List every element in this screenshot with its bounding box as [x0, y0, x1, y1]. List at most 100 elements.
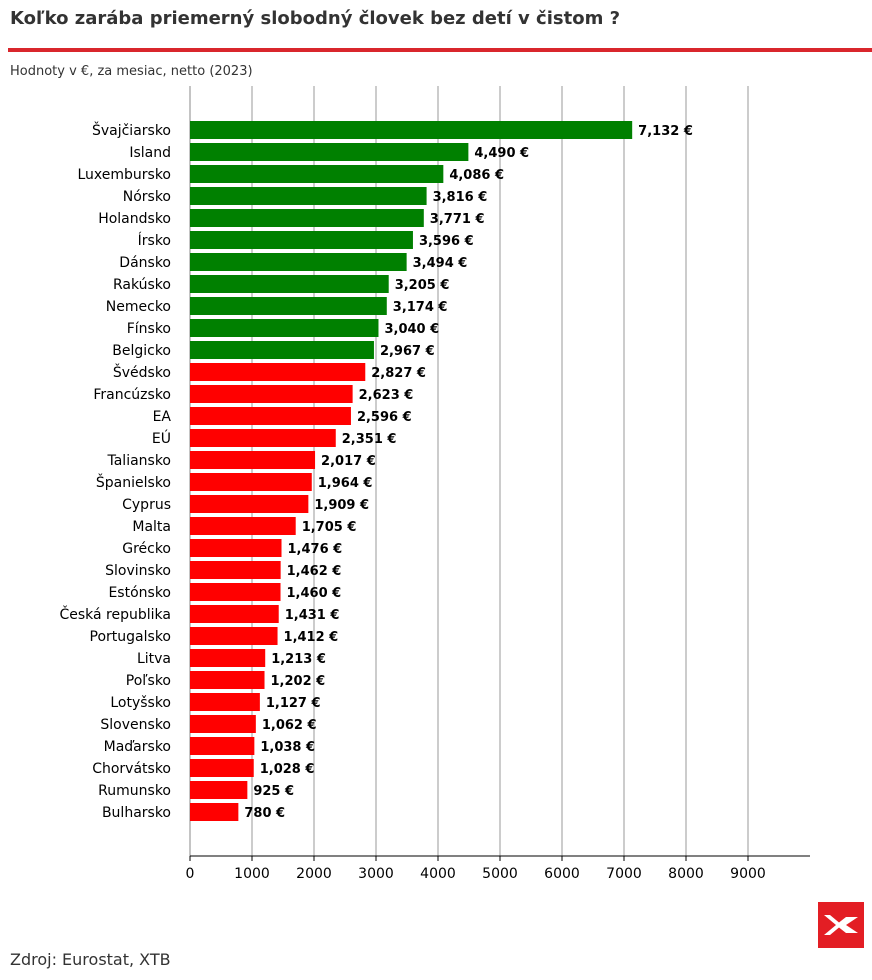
- x-tick-label: 1000: [234, 866, 270, 882]
- bar: [190, 495, 309, 513]
- category-label: Bulharsko: [102, 805, 171, 821]
- x-tick-label: 6000: [544, 866, 580, 882]
- bar: [190, 165, 444, 183]
- data-label: 1,213 €: [271, 652, 326, 667]
- x-tick-label: 5000: [482, 866, 518, 882]
- category-label: Grécko: [122, 541, 171, 557]
- data-label: 2,827 €: [371, 366, 426, 381]
- bar: [190, 297, 387, 315]
- bar: [190, 583, 281, 601]
- data-label: 3,494 €: [413, 256, 468, 271]
- category-label: Poľsko: [126, 673, 171, 689]
- data-label: 1,460 €: [287, 586, 342, 601]
- data-label: 1,028 €: [260, 762, 315, 777]
- data-label: 1,476 €: [288, 542, 343, 557]
- category-label: Lotyšsko: [110, 695, 171, 711]
- category-label: Portugalsko: [90, 629, 171, 645]
- x-tick-label: 4000: [420, 866, 456, 882]
- category-label: Luxembursko: [77, 167, 171, 183]
- data-label: 3,040 €: [384, 322, 439, 337]
- data-label: 3,174 €: [393, 300, 448, 315]
- category-label: Rakúsko: [113, 277, 171, 293]
- category-label: Slovinsko: [105, 563, 171, 579]
- bar: [190, 187, 427, 205]
- bar: [190, 143, 469, 161]
- data-label: 1,431 €: [285, 608, 340, 623]
- category-label: Malta: [132, 519, 171, 535]
- bar: [190, 473, 312, 491]
- data-label: 2,017 €: [321, 454, 376, 469]
- category-label: Švajčiarsko: [92, 121, 171, 139]
- bar: [190, 737, 255, 755]
- bar: [190, 671, 265, 689]
- bar: [190, 561, 281, 579]
- bar-chart: 0 1000 2000 3000 4000 5000 6000 7000 8000 9000 Šva…: [59, 86, 810, 882]
- category-label: Holandsko: [98, 211, 171, 227]
- data-label: 3,205 €: [395, 278, 450, 293]
- xtb-logo-icon: [818, 902, 864, 948]
- x-tick-label: 9000: [730, 866, 766, 882]
- chart-subtitle: Hodnoty v €, za mesiac, netto (2023): [10, 64, 253, 79]
- category-label: Maďarsko: [104, 739, 171, 755]
- bar: [190, 517, 296, 535]
- bar: [190, 341, 374, 359]
- data-label: 3,771 €: [430, 212, 485, 227]
- bar: [190, 429, 336, 447]
- bar: [190, 121, 633, 139]
- category-label: Estónsko: [108, 585, 171, 601]
- data-label: 4,490 €: [474, 146, 529, 161]
- bar: [190, 627, 278, 645]
- category-label: Litva: [137, 651, 171, 667]
- x-tick-label: 8000: [668, 866, 704, 882]
- data-label: 3,816 €: [433, 190, 488, 205]
- data-label: 1,964 €: [318, 476, 373, 491]
- data-label: 4,086 €: [449, 168, 504, 183]
- bar: [190, 539, 282, 557]
- data-label: 780 €: [244, 806, 285, 821]
- data-label: 1,412 €: [284, 630, 339, 645]
- category-label: Francúzsko: [93, 387, 171, 403]
- category-label: Island: [129, 145, 171, 161]
- data-label: 3,596 €: [419, 234, 474, 249]
- category-label: Fínsko: [127, 321, 171, 337]
- source-note: Zdroj: Eurostat, XTB: [10, 950, 171, 969]
- bar: [190, 407, 351, 425]
- bar: [190, 231, 413, 249]
- data-label: 2,967 €: [380, 344, 435, 359]
- x-tick-label: 3000: [358, 866, 394, 882]
- data-label: 925 €: [253, 784, 294, 799]
- category-label: Chorvátsko: [92, 761, 171, 777]
- data-label: 2,596 €: [357, 410, 412, 425]
- category-label: EÚ: [152, 429, 171, 447]
- bar: [190, 209, 424, 227]
- title-divider: [8, 48, 872, 52]
- category-label: Švédsko: [113, 363, 171, 381]
- category-label: Írsko: [138, 232, 171, 249]
- x-tick-label: 7000: [606, 866, 642, 882]
- category-label: Slovensko: [100, 717, 171, 733]
- bar: [190, 319, 379, 337]
- bar: [190, 715, 256, 733]
- data-label: 1,202 €: [271, 674, 326, 689]
- category-label: EA: [153, 409, 172, 425]
- bar: [190, 649, 266, 667]
- bar: [190, 253, 407, 271]
- data-label: 1,909 €: [314, 498, 369, 513]
- bar: [190, 781, 248, 799]
- category-label: Cyprus: [122, 497, 171, 513]
- data-label: 2,623 €: [359, 388, 414, 403]
- bar: [190, 451, 316, 469]
- category-label: Česká republika: [59, 605, 171, 623]
- data-label: 1,462 €: [287, 564, 342, 579]
- bar: [190, 803, 239, 821]
- category-label: Nórsko: [123, 189, 171, 205]
- category-label: Dánsko: [119, 255, 171, 271]
- bar: [190, 693, 260, 711]
- bar: [190, 605, 279, 623]
- bar: [190, 275, 389, 293]
- bar: [190, 363, 366, 381]
- bar: [190, 385, 353, 403]
- data-label: 1,038 €: [260, 740, 315, 755]
- data-label: 1,705 €: [302, 520, 357, 535]
- category-label: Španielsko: [96, 473, 171, 491]
